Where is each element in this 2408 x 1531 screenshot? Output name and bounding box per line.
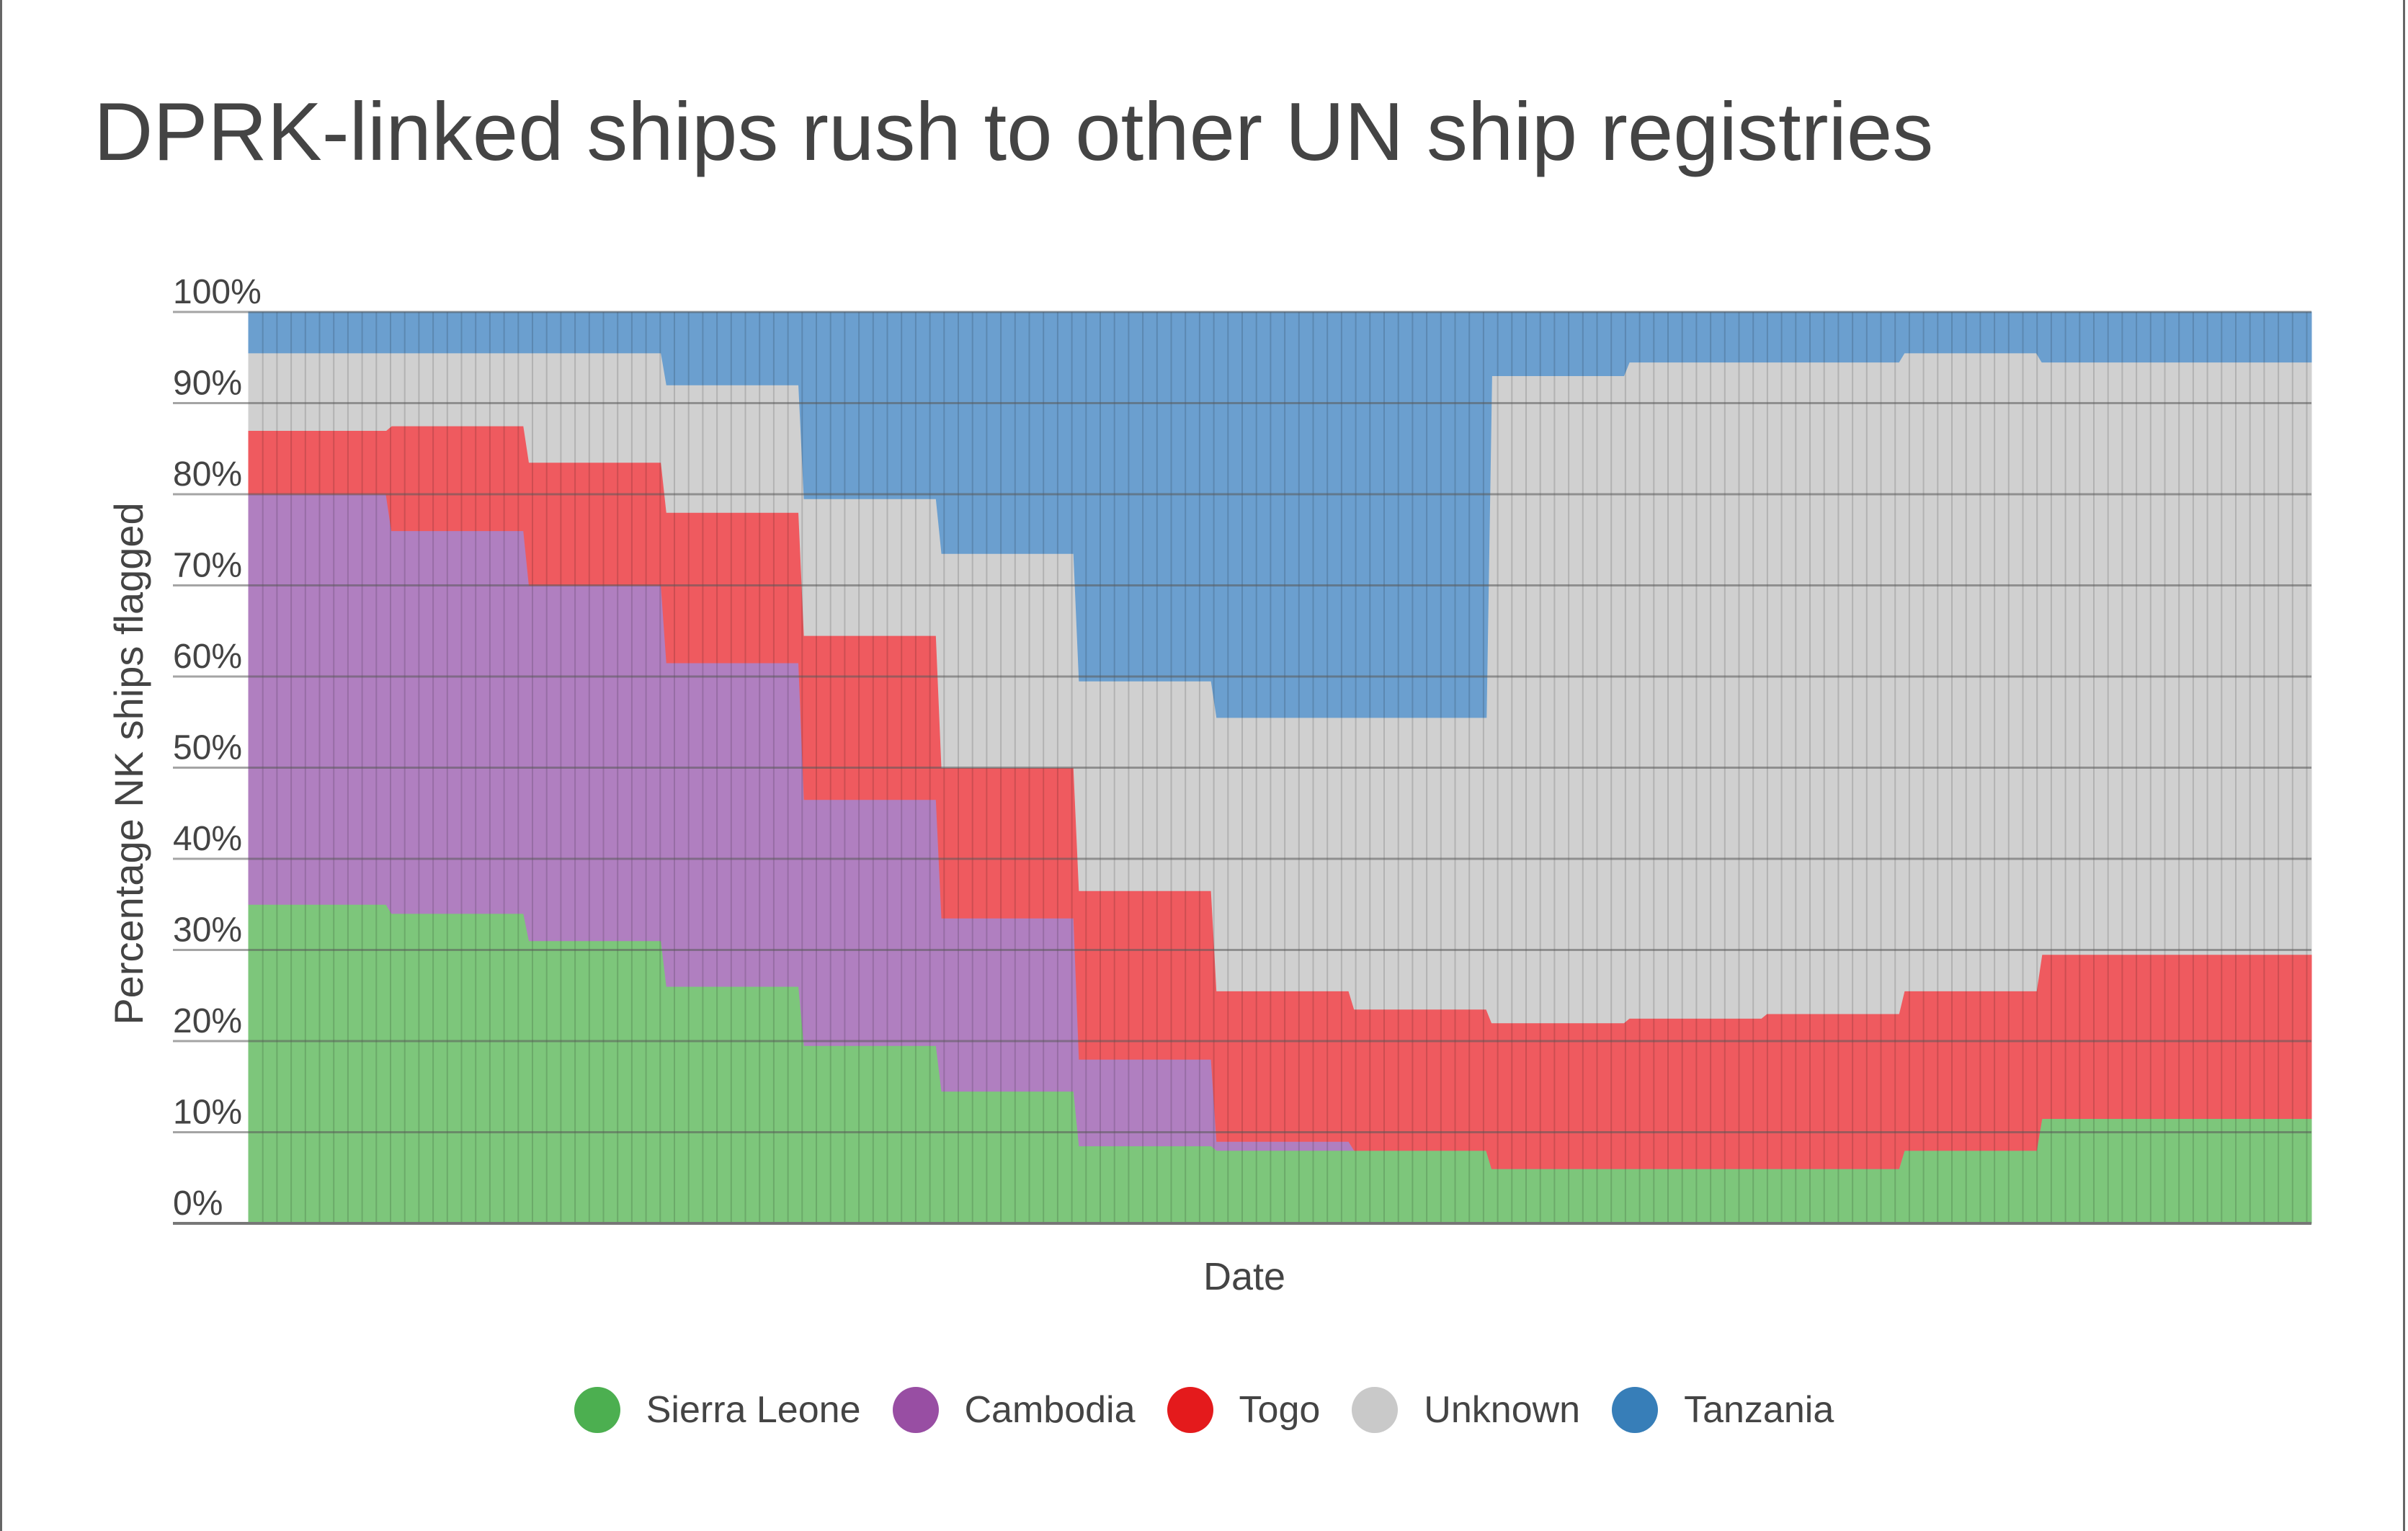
legend-swatch — [1352, 1387, 1399, 1433]
legend: Sierra Leone Cambodia Togo Unknown Tanzania — [0, 1387, 2408, 1433]
gridlines — [173, 311, 2311, 1225]
y-tick-label: 20% — [173, 1002, 242, 1040]
legend-label: Sierra Leone — [646, 1389, 861, 1431]
y-tick-label: 10% — [173, 1094, 242, 1132]
x-axis-label: Date — [1203, 1255, 1285, 1298]
legend-item-cambodia: Cambodia — [892, 1387, 1136, 1433]
y-tick-label: 40% — [173, 820, 242, 858]
legend-item-sierra-leone: Sierra Leone — [574, 1387, 861, 1433]
y-tick-label: 80% — [173, 455, 242, 494]
legend-label: Unknown — [1424, 1389, 1581, 1431]
legend-swatch — [892, 1387, 939, 1433]
legend-item-togo: Togo — [1167, 1387, 1321, 1433]
y-axis-ticks: 0% 10% 20% 30% 40% 50% 60% 70% 80% 90% 100% — [173, 273, 262, 1223]
stacked-area-chart: 0% 10% 20% 30% 40% 50% 60% 70% 80% 90% 100% Percen… — [106, 273, 2312, 1298]
legend-item-tanzania: Tanzania — [1612, 1387, 1834, 1433]
legend-label: Togo — [1239, 1389, 1321, 1431]
y-tick-label: 50% — [173, 729, 242, 767]
y-tick-label: 100% — [173, 273, 262, 311]
legend-label: Cambodia — [964, 1389, 1136, 1431]
legend-swatch — [1167, 1387, 1213, 1433]
y-tick-label: 90% — [173, 365, 242, 403]
legend-swatch — [1612, 1387, 1659, 1433]
y-tick-label: 60% — [173, 638, 242, 676]
legend-label: Tanzania — [1684, 1389, 1834, 1431]
y-tick-label: 70% — [173, 547, 242, 585]
y-tick-label: 0% — [173, 1184, 223, 1223]
chart-title: DPRK-linked ships rush to other UN ship … — [94, 86, 1934, 178]
y-tick-label: 30% — [173, 911, 242, 950]
legend-swatch — [574, 1387, 620, 1433]
legend-item-unknown: Unknown — [1352, 1387, 1580, 1433]
y-axis-label: Percentage NK ships flagged — [106, 502, 151, 1025]
